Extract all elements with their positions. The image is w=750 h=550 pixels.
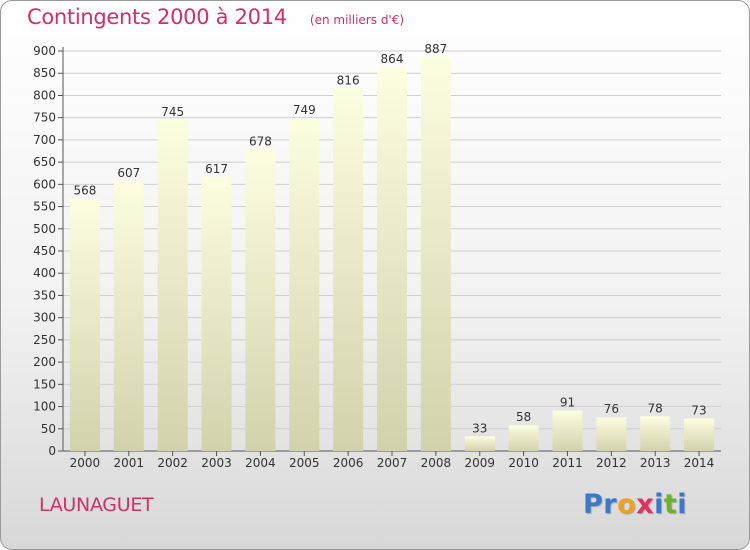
x-tick-label: 2012 <box>596 456 627 470</box>
bar <box>464 436 495 451</box>
data-label: 816 <box>337 73 360 87</box>
chart-subtitle: (en milliers d'€) <box>309 13 405 27</box>
y-tick-label: 50 <box>41 422 56 436</box>
data-label: 887 <box>424 42 447 56</box>
x-tick-label: 2001 <box>114 456 145 470</box>
x-tick-label: 2011 <box>552 456 583 470</box>
data-label: 58 <box>516 410 531 424</box>
x-tick-label: 2009 <box>464 456 495 470</box>
y-tick-label: 500 <box>33 222 56 236</box>
bar <box>113 181 144 451</box>
bar <box>420 56 451 452</box>
y-tick-label: 100 <box>33 400 56 414</box>
commune-name: LAUNAGUET <box>39 494 154 516</box>
data-label: 568 <box>73 184 96 198</box>
logo-letter: x <box>636 489 655 520</box>
x-tick-label: 2010 <box>508 456 539 470</box>
data-label: 617 <box>205 162 228 176</box>
y-tick-label: 750 <box>33 111 56 125</box>
y-tick-label: 600 <box>33 177 56 191</box>
x-tick-label: 2005 <box>289 456 320 470</box>
y-tick-label: 350 <box>33 288 56 302</box>
logo-letter: t <box>663 489 678 520</box>
data-label: 607 <box>117 166 140 180</box>
x-tick-label: 2004 <box>245 456 276 470</box>
y-tick-label: 900 <box>33 44 56 58</box>
y-tick-label: 150 <box>33 377 56 391</box>
y-tick-label: 550 <box>33 200 56 214</box>
x-tick-label: 2008 <box>421 456 452 470</box>
data-label: 678 <box>249 135 272 149</box>
logo-letter: o <box>617 489 637 520</box>
x-tick-label: 2007 <box>377 456 408 470</box>
logo-letter: r <box>603 489 618 520</box>
y-tick-label: 300 <box>33 311 56 325</box>
bar <box>640 416 671 451</box>
bar <box>245 149 276 451</box>
x-tick-label: 2002 <box>157 456 188 470</box>
data-label: 91 <box>560 396 575 410</box>
y-tick-label: 250 <box>33 333 56 347</box>
y-tick-label: 400 <box>33 266 56 280</box>
bar <box>201 176 232 451</box>
x-tick-label: 2014 <box>684 456 715 470</box>
x-tick-label: 2006 <box>333 456 364 470</box>
bar <box>333 88 364 451</box>
bar <box>684 418 715 451</box>
bar <box>289 118 320 451</box>
data-label: 76 <box>604 402 619 416</box>
data-label: 33 <box>472 421 487 435</box>
bar <box>377 67 407 451</box>
proxiti-logo[interactable]: Proxiti <box>583 489 687 520</box>
x-tick-label: 2000 <box>70 456 101 470</box>
bar <box>157 119 188 451</box>
bar <box>596 417 627 451</box>
x-tick-label: 2003 <box>201 456 232 470</box>
logo-letter: P <box>583 489 604 520</box>
bar <box>508 425 539 451</box>
chart-title: Contingents 2000 à 2014 <box>27 5 287 29</box>
title-row: Contingents 2000 à 2014 (en milliers d'€… <box>27 5 404 29</box>
bar <box>552 410 583 451</box>
y-tick-label: 0 <box>48 444 56 458</box>
y-tick-label: 850 <box>33 66 56 80</box>
y-tick-label: 800 <box>33 88 56 102</box>
y-tick-label: 700 <box>33 133 56 147</box>
y-tick-label: 450 <box>33 244 56 258</box>
x-tick-label: 2013 <box>640 456 671 470</box>
data-label: 745 <box>161 105 184 119</box>
data-label: 78 <box>648 401 663 415</box>
logo-letter: i <box>654 489 664 520</box>
y-tick-label: 650 <box>33 155 56 169</box>
y-tick-label: 200 <box>33 355 56 369</box>
bar <box>69 198 100 451</box>
data-label: 73 <box>691 404 706 418</box>
data-label: 864 <box>381 52 404 66</box>
data-label: 749 <box>293 103 316 117</box>
logo-letter: i <box>677 489 688 520</box>
